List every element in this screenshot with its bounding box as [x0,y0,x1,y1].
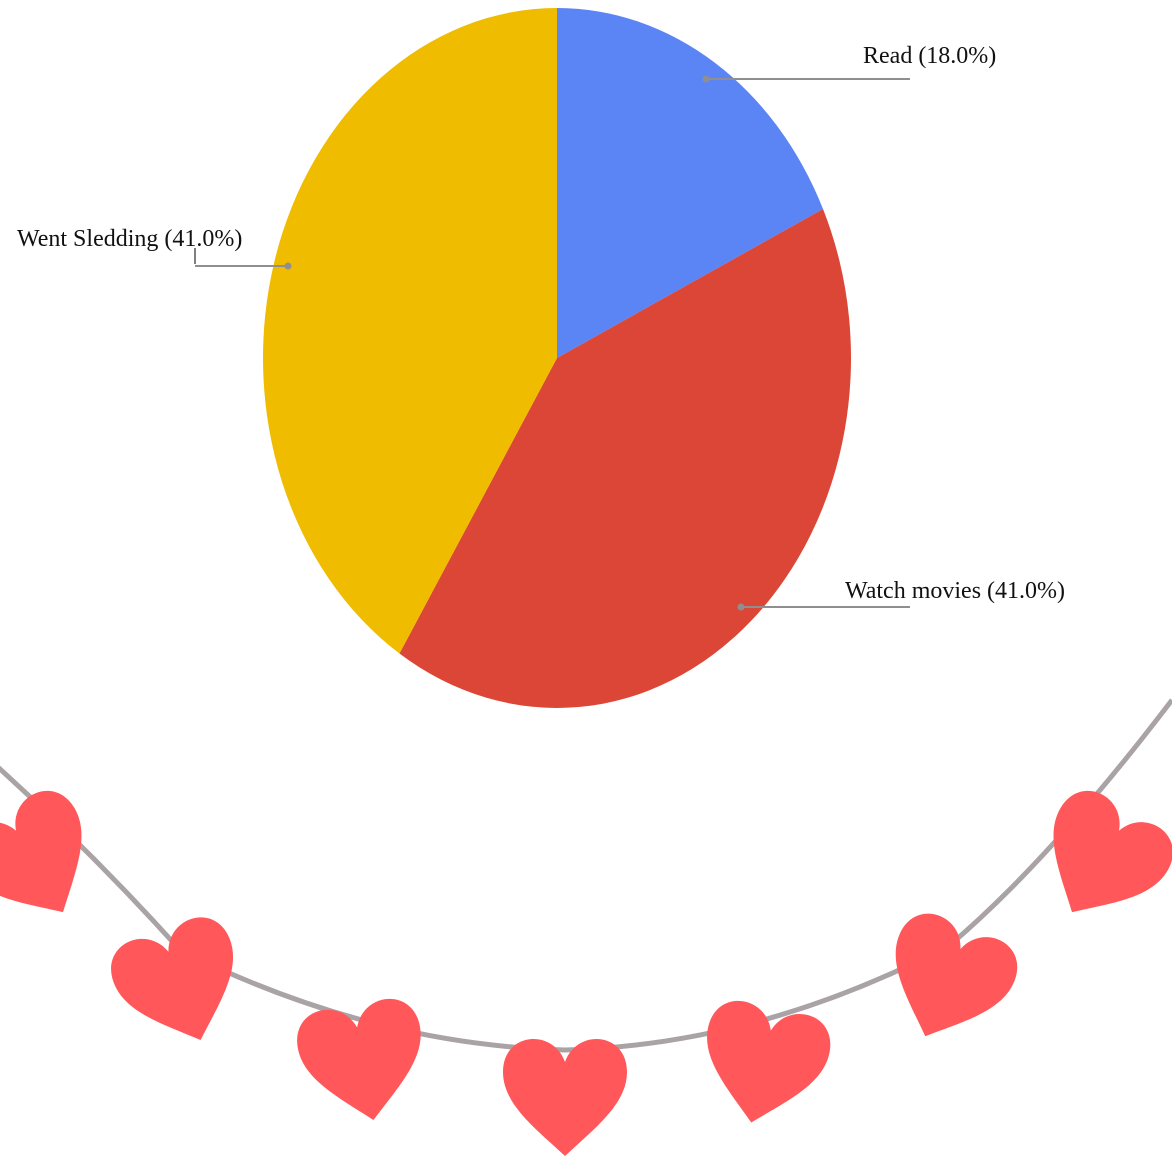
pie-slice-watch-movies [399,208,851,708]
leader-dot [737,603,745,611]
garland-string [0,698,1172,1053]
heart-icon [895,913,1018,1037]
heart-icon [707,1000,831,1123]
slice-label-went-sledding: Went Sledding (41.0%) [17,226,242,252]
leader-dot [702,75,710,83]
heart-icon [503,1039,627,1156]
pie-slices [263,8,851,708]
heart-icon [111,917,234,1041]
heart-icon [0,790,82,913]
hearts [0,790,1172,1156]
slice-label-read: Read (18.0%) [863,43,996,69]
heart-icon [297,998,421,1120]
pie-slice-went-sledding [263,8,557,654]
pie-slice-read [557,8,824,358]
leader-lines [194,75,910,611]
heart-icon [1053,790,1172,913]
slice-label-watch-movies: Watch movies (41.0%) [845,578,1065,604]
leader-dot [284,262,292,270]
heart-garland [0,698,1172,1156]
